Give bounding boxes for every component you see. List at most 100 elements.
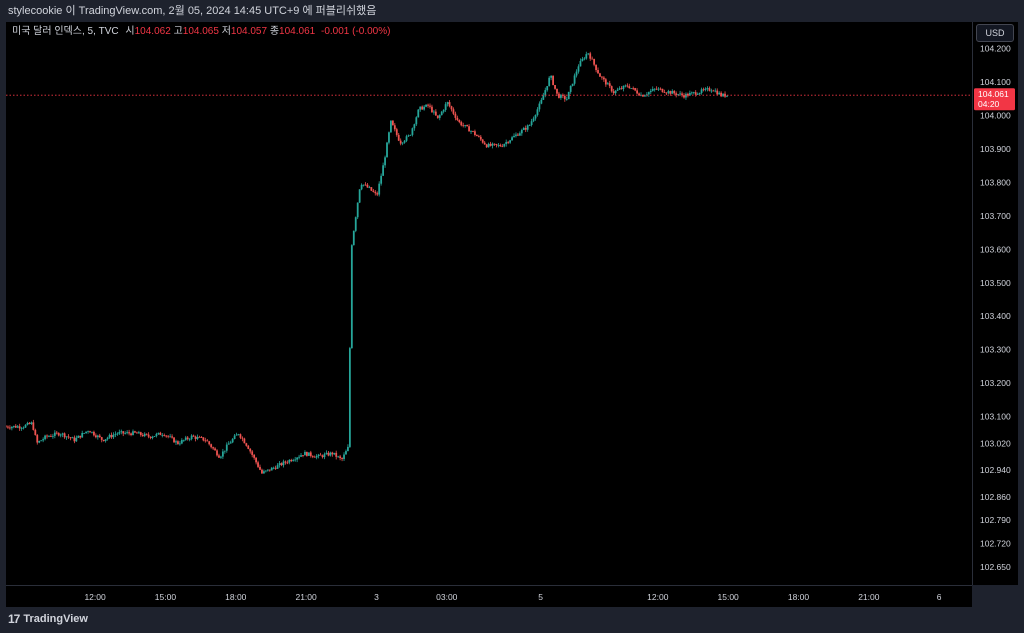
candle (266, 469, 269, 472)
candle (190, 434, 193, 441)
candle (276, 463, 279, 470)
x-tick-label: 18:00 (225, 592, 247, 602)
footer-bar (0, 607, 1024, 633)
candle (10, 426, 13, 431)
candle (468, 124, 470, 132)
candle (126, 430, 129, 435)
candle (272, 466, 275, 470)
candle (118, 429, 121, 436)
candle (595, 64, 597, 73)
candle (390, 120, 392, 133)
candle (221, 448, 224, 459)
candle (560, 93, 562, 100)
candle (638, 92, 640, 96)
candle (83, 432, 86, 434)
candle (93, 430, 95, 437)
low-value: 104.057 (230, 26, 268, 37)
candle (673, 90, 676, 95)
candle (724, 91, 726, 98)
candle (102, 439, 105, 442)
candle (690, 91, 693, 95)
x-tick-label: 12:00 (84, 592, 106, 602)
candle (407, 134, 410, 138)
candle (653, 88, 656, 92)
candle (446, 101, 449, 107)
price-axis[interactable]: 104.200 104.100 104.000 103.900 103.800 103.7… (972, 22, 1018, 585)
candle (333, 452, 336, 456)
time-axis[interactable]: 12:00 15:00 18:00 21:00 3 03:00 5 12:00 15:00 18:… (6, 585, 972, 607)
candle (655, 86, 658, 91)
candle (178, 441, 181, 446)
y-tick-label: 103.400 (980, 311, 1011, 321)
candle (614, 90, 617, 96)
candle (505, 139, 508, 147)
candle (7, 425, 9, 429)
candle (663, 89, 666, 94)
candle (200, 436, 203, 438)
price-axis-labels: 104.200 104.100 104.000 103.900 103.800 103.7… (974, 44, 1015, 572)
brand-name: TradingView (23, 613, 88, 625)
candle (110, 432, 113, 439)
candle (257, 460, 259, 469)
candle (583, 56, 586, 61)
candle (290, 458, 293, 463)
y-tick-label: 103.900 (980, 144, 1011, 154)
candle (180, 438, 183, 445)
candle (700, 87, 703, 95)
candle (264, 470, 267, 473)
x-tick-label: 5 (538, 592, 543, 602)
candle (470, 130, 472, 135)
candle (722, 93, 724, 97)
candle (464, 124, 467, 128)
candle (69, 436, 72, 441)
candle (610, 85, 613, 93)
candle (602, 76, 605, 82)
candle (544, 87, 547, 98)
y-tick-label: 102.720 (980, 539, 1011, 549)
candle (73, 435, 76, 444)
candle (616, 87, 619, 92)
candle (558, 91, 560, 99)
candle (16, 424, 19, 429)
chart-area[interactable] (6, 22, 972, 585)
candlestick-chart[interactable] (6, 22, 972, 585)
candle (372, 188, 375, 193)
last-price-value: 104.061 (978, 89, 1009, 99)
candle (667, 89, 670, 95)
candle (665, 92, 668, 95)
candle (649, 88, 652, 95)
candle (341, 457, 343, 462)
candle (440, 110, 443, 116)
candle (348, 346, 351, 448)
candle (48, 434, 50, 438)
tradingview-logo[interactable]: 17 TradingView (8, 612, 88, 626)
candle (423, 105, 426, 111)
candle (294, 456, 297, 462)
candle (202, 437, 205, 442)
high-label: 고 (173, 26, 183, 37)
candle (311, 455, 314, 459)
candle (442, 109, 445, 114)
candle (173, 437, 175, 443)
candle (161, 433, 164, 438)
candle (354, 216, 357, 233)
currency-button[interactable]: USD (976, 24, 1014, 42)
candle (280, 462, 283, 467)
candle (685, 92, 687, 100)
symbol-name: 미국 달러 인덱스, 5, TVC (12, 26, 119, 37)
candle (350, 244, 353, 349)
candle (483, 141, 486, 145)
candle (157, 432, 160, 436)
candle (28, 422, 31, 425)
candle (323, 452, 326, 460)
candle (552, 75, 554, 86)
x-tick-label: 21:00 (295, 592, 317, 602)
candle (528, 124, 531, 127)
y-tick-label: 104.100 (980, 77, 1011, 87)
candle (397, 132, 400, 142)
candle (601, 76, 603, 80)
candle (417, 109, 420, 118)
candle (640, 92, 642, 97)
candle (618, 86, 621, 91)
